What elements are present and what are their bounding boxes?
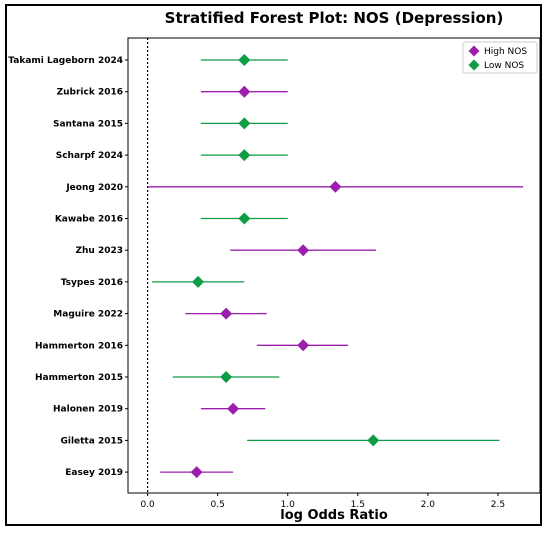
x-tick-label: 0.0 — [140, 500, 155, 510]
legend-marker — [468, 45, 480, 57]
y-tick-label: Tsypes 2016 — [61, 278, 123, 288]
legend: High NOS Low NOS — [462, 41, 538, 74]
y-tick-label: Scharpf 2024 — [56, 151, 123, 161]
y-tick-label: Takami Lageborn 2024 — [8, 56, 123, 66]
estimate-marker — [297, 244, 310, 257]
y-tick-label: Hammerton 2016 — [35, 341, 123, 351]
figure-frame: Stratified Forest Plot: NOS (Depression)… — [5, 4, 542, 526]
y-axis-ticks: Takami Lageborn 2024 Zubrick 2016 Santana … — [8, 56, 128, 478]
estimate-marker — [238, 54, 251, 66]
legend-marker — [468, 59, 480, 71]
legend-label: High NOS — [484, 47, 527, 57]
estimate-marker — [190, 466, 203, 479]
estimate-marker — [238, 149, 251, 162]
y-tick-label: Giletta 2015 — [60, 436, 123, 446]
estimate-marker — [329, 180, 342, 193]
y-tick-label: Santana 2015 — [53, 119, 123, 129]
estimate-marker — [367, 434, 380, 447]
y-tick-label: Jeong 2020 — [65, 183, 123, 193]
y-tick-label: Easey 2019 — [65, 468, 123, 478]
estimate-marker — [220, 371, 233, 383]
legend-label: Low NOS — [484, 61, 524, 71]
estimate-marker — [227, 402, 240, 415]
x-tick-label: 1.0 — [281, 500, 296, 510]
y-tick-label: Zubrick 2016 — [57, 88, 123, 98]
estimate-marker — [238, 85, 251, 98]
y-tick-label: Kawabe 2016 — [55, 215, 123, 225]
y-tick-label: Hammerton 2015 — [35, 373, 123, 383]
forest-plot: Stratified Forest Plot: NOS (Depression)… — [8, 9, 540, 523]
study-marks — [147, 54, 524, 479]
x-tick-label: 2.0 — [421, 500, 436, 510]
chart-title: Stratified Forest Plot: NOS (Depression) — [165, 9, 504, 27]
x-tick-label: 2.5 — [491, 500, 505, 510]
plot-area — [127, 37, 540, 494]
estimate-marker — [192, 275, 205, 288]
estimate-marker — [220, 307, 233, 320]
y-tick-label: Halonen 2019 — [53, 405, 123, 415]
legend-box — [462, 41, 538, 74]
estimate-marker — [238, 117, 251, 130]
x-tick-label: 1.5 — [351, 500, 365, 510]
y-tick-label: Zhu 2023 — [75, 246, 123, 256]
y-tick-label: Maguire 2022 — [53, 310, 123, 320]
x-axis-label: log Odds Ratio — [280, 508, 388, 523]
estimate-marker — [297, 339, 310, 352]
x-tick-label: 0.5 — [211, 500, 225, 510]
x-axis-ticks: 0.0 0.5 1.0 1.5 2.0 2.5 — [140, 493, 505, 510]
estimate-marker — [238, 212, 251, 225]
